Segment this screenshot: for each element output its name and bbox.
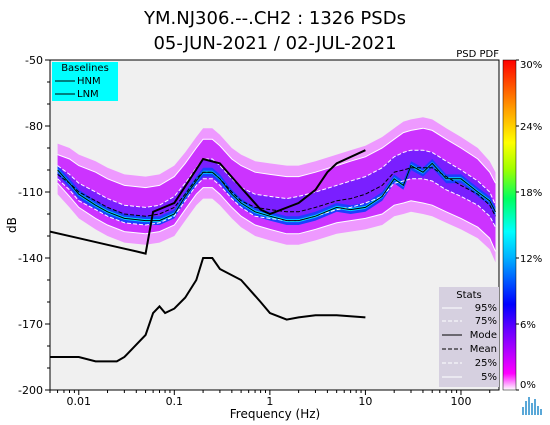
x-tick-label: 0.1 [166, 395, 184, 408]
colorbar-tick-label: 30% [520, 60, 542, 71]
p75-line [57, 149, 496, 208]
x-tick-label: 0.01 [67, 395, 92, 408]
stats-legend-title: Stats [456, 290, 482, 301]
colorbar [502, 59, 517, 391]
colorbar-tick-label: 12% [520, 254, 542, 265]
p5-legend-label: 5% [481, 372, 497, 383]
stats-legend: Stats 95% 75% Mode Mean 25% 5% [439, 287, 499, 387]
baselines-legend: Baselines HNM LNM [52, 62, 118, 101]
p5-line [57, 182, 496, 252]
mean-line [57, 167, 496, 217]
pdf-density-bands [57, 117, 496, 263]
p25-line [57, 178, 496, 228]
colorbar-tick-label: 6% [520, 320, 536, 331]
colorbar-ticks: 0% 6% 12% 18% 24% 30% [516, 59, 542, 391]
mode-line [57, 162, 496, 222]
p95-legend-label: 95% [475, 303, 497, 314]
y-tick-label: -80 [25, 120, 43, 133]
p75-legend-label: 75% [475, 316, 497, 327]
y-tick-label: -110 [18, 186, 43, 199]
plot-frame [49, 59, 500, 391]
y-axis-ticks: -50 -80 -110 -140 -170 -200 [18, 54, 50, 397]
mode-legend-label: Mode [470, 330, 497, 341]
y-axis-label: dB [5, 217, 19, 233]
hnm-legend-label: HNM [77, 76, 101, 87]
mean-legend-label: Mean [470, 344, 497, 355]
psd-pdf-corner-label: PSD PDF [456, 49, 499, 60]
lnm-legend-label: LNM [77, 89, 99, 100]
chart-title-line2: 05-JUN-2021 / 02-JUL-2021 [153, 33, 396, 54]
y-tick-label: -170 [18, 318, 43, 331]
x-axis-label: Frequency (Hz) [230, 407, 321, 421]
x-axis-ticks: 0.01 0.1 1 10 100 [49, 390, 491, 408]
y-tick-label: -200 [18, 384, 43, 397]
x-tick-label: 10 [358, 395, 372, 408]
hnm-line [50, 149, 366, 255]
colorbar-tick-label: 0% [520, 380, 536, 391]
stats-legend-background [439, 287, 499, 387]
waveform-logo-icon [522, 397, 542, 415]
colorbar-tick-label: 18% [520, 188, 542, 199]
y-tick-label: -140 [18, 252, 43, 265]
x-tick-label: 1 [266, 395, 273, 408]
baselines-legend-title: Baselines [61, 63, 109, 74]
p95-line [57, 127, 496, 189]
plot-lines [50, 127, 496, 363]
x-tick-label: 100 [450, 395, 471, 408]
p25-legend-label: 25% [475, 358, 497, 369]
colorbar-tick-label: 24% [520, 122, 542, 133]
y-tick-label: -50 [25, 54, 43, 67]
density-band-mid [57, 150, 496, 228]
lnm-line [50, 257, 366, 363]
chart-title-line1: YM.NJ306.--.CH2 : 1326 PSDs [143, 8, 406, 29]
